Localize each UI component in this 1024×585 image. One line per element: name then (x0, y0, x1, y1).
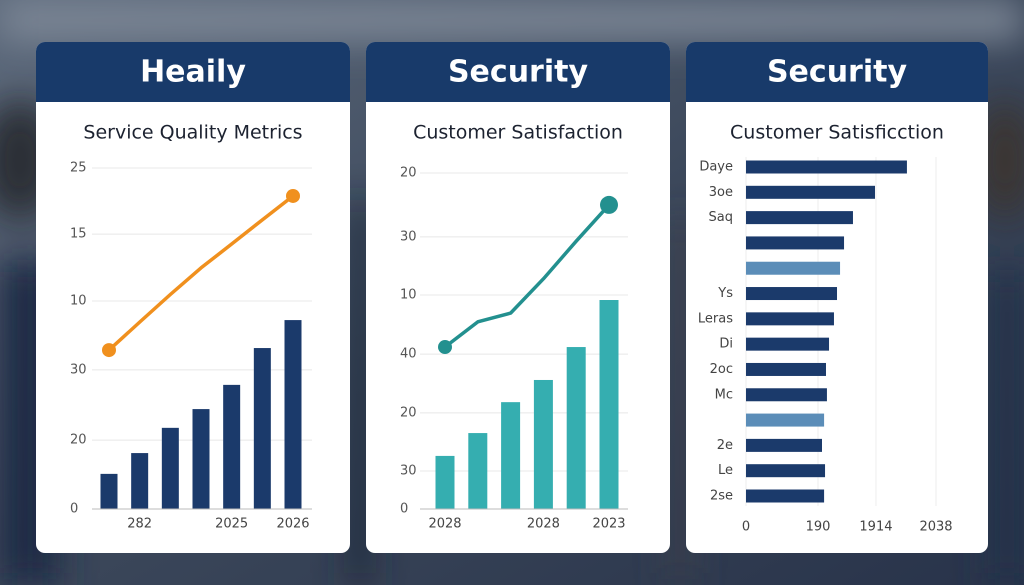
y-tick-label: 40 (400, 347, 417, 362)
bar (501, 402, 521, 509)
chart-title: Service Quality Metrics (83, 122, 302, 144)
y-tick-label: 10 (70, 293, 87, 308)
bar (746, 236, 845, 250)
bar (131, 453, 149, 509)
bar (746, 413, 825, 427)
y-tick-label: 25 (70, 161, 87, 176)
line (443, 203, 611, 349)
line-marker (438, 340, 452, 355)
bar (746, 464, 826, 478)
y-tick-label: Ys (717, 286, 733, 301)
line-marker (102, 343, 116, 358)
card-body (36, 42, 350, 553)
x-tick-label: 282 (127, 517, 152, 532)
y-tick-label: Mc (715, 387, 733, 402)
bar (599, 300, 619, 509)
bar (746, 438, 822, 452)
card-header (36, 42, 350, 102)
card-title: Security (767, 55, 908, 90)
x-tick-label: 2028 (428, 517, 461, 532)
y-tick-label: 15 (70, 227, 87, 242)
x-tick-label: 2038 (919, 520, 952, 535)
x-tick-label: 1914 (859, 520, 892, 535)
x-tick-label: 2028 (527, 517, 560, 532)
card: Security Customer Satisficction 0 190 1914 20… (686, 42, 988, 553)
y-tick-label: 0 (70, 502, 78, 517)
y-tick-label: 3oe (709, 185, 733, 200)
y-tick-label: 10 (400, 287, 417, 302)
line (107, 194, 295, 352)
card-title: Security (448, 55, 589, 90)
y-tick-label: 20 (70, 433, 87, 448)
y-tick-label: Di (719, 337, 733, 352)
y-tick-label: 20 (400, 166, 417, 181)
x-tick-label: 190 (806, 520, 831, 535)
bar (746, 489, 825, 503)
card-title: Heaily (140, 55, 246, 90)
bar (746, 287, 838, 301)
x-tick-label: 0 (742, 520, 750, 535)
bar (746, 185, 876, 199)
chart-title: Customer Satisfaction (413, 122, 623, 144)
y-tick-label: Saq (709, 210, 733, 225)
bar (566, 347, 586, 509)
bar (284, 320, 302, 509)
bar (223, 384, 241, 509)
y-tick-label: 30 (70, 362, 87, 377)
y-tick-label: Leras (698, 311, 733, 326)
bar (253, 348, 271, 509)
card-header (686, 42, 988, 102)
x-tick-label: 2025 (215, 517, 248, 532)
bar (746, 388, 827, 402)
card-header (366, 42, 670, 102)
bar (161, 427, 179, 509)
line-marker (600, 195, 618, 214)
chart-title: Customer Satisficction (730, 122, 944, 144)
bar (746, 312, 834, 326)
y-tick-label: 2e (717, 438, 733, 453)
y-tick-label: 0 (400, 502, 408, 517)
y-tick-label: Le (718, 463, 733, 478)
bar (746, 337, 830, 351)
bar (435, 455, 455, 509)
bar (468, 433, 488, 509)
bar (533, 379, 553, 509)
x-tick-label: 2023 (592, 517, 625, 532)
y-tick-label: 30 (400, 464, 417, 479)
bar (746, 362, 826, 376)
card: Security Customer Satisfaction 0 30 20 40 10 30… (366, 42, 670, 553)
card: Heaily Service Quality Metrics 0 20 30 10 15 25… (36, 42, 350, 553)
y-tick-label: 2oc (710, 362, 733, 377)
y-tick-label: 2se (710, 489, 733, 504)
bar (746, 160, 907, 174)
line-marker (286, 188, 300, 203)
bar (100, 473, 118, 509)
bar (746, 261, 841, 275)
y-tick-label: 30 (400, 229, 417, 244)
card-body (366, 42, 670, 553)
y-tick-label: Daye (699, 160, 733, 175)
bar (192, 409, 210, 509)
bar (746, 211, 853, 225)
x-tick-label: 2026 (276, 517, 309, 532)
y-tick-label: 20 (400, 405, 417, 420)
